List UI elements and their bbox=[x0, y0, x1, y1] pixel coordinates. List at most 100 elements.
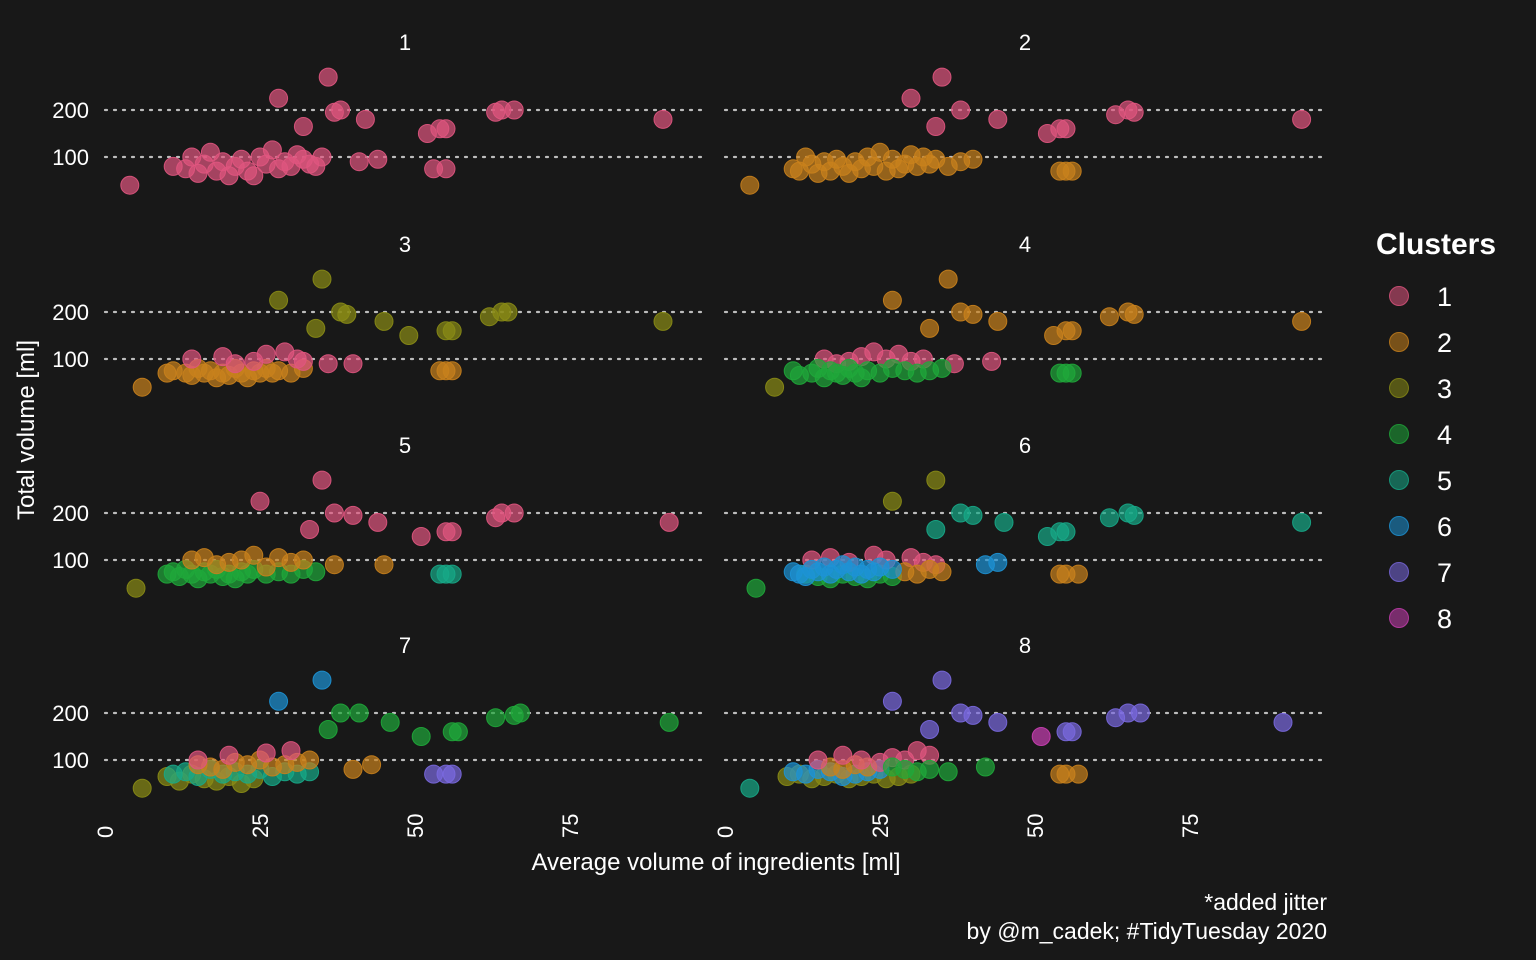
data-point bbox=[963, 505, 983, 525]
x-tick-label: 0 bbox=[93, 826, 118, 838]
data-point bbox=[442, 764, 462, 784]
legend-swatch bbox=[1389, 608, 1409, 628]
facet-panel-7: 7 100 200 bbox=[52, 633, 707, 798]
data-point bbox=[486, 708, 506, 728]
data-point bbox=[355, 109, 375, 129]
caption-jitter: *added jitter bbox=[1204, 889, 1327, 915]
facet-panel-3: 3 100 200 bbox=[52, 232, 707, 397]
legend-swatch bbox=[1389, 470, 1409, 490]
y-tick-label: 200 bbox=[52, 501, 89, 526]
facet-panel-4: 4 bbox=[723, 232, 1327, 397]
data-point bbox=[269, 88, 289, 108]
y-tick-label: 200 bbox=[52, 300, 89, 325]
data-point bbox=[331, 100, 351, 120]
data-point bbox=[182, 349, 202, 369]
data-point bbox=[926, 470, 946, 490]
data-point bbox=[219, 745, 239, 765]
data-point bbox=[1124, 102, 1144, 122]
data-point bbox=[300, 520, 320, 539]
data-point bbox=[833, 745, 853, 765]
data-point bbox=[932, 67, 952, 87]
data-point bbox=[436, 159, 456, 179]
legend-items: 1 2 3 4 5 6 7 8 bbox=[1389, 282, 1452, 634]
legend-swatch bbox=[1389, 286, 1409, 306]
data-point bbox=[362, 755, 382, 775]
data-point bbox=[808, 750, 828, 770]
data-point bbox=[653, 311, 673, 331]
data-point bbox=[442, 361, 462, 381]
data-point bbox=[442, 564, 462, 584]
data-point bbox=[1292, 109, 1312, 129]
data-point bbox=[740, 778, 760, 798]
data-point bbox=[1068, 564, 1088, 584]
data-point bbox=[374, 311, 394, 331]
x-tick-label: 75 bbox=[558, 814, 583, 838]
data-point bbox=[1031, 727, 1051, 746]
data-point bbox=[988, 552, 1008, 572]
data-point bbox=[269, 290, 289, 310]
x-tick-label: 25 bbox=[868, 814, 893, 838]
legend-label: 3 bbox=[1437, 374, 1452, 404]
data-point bbox=[374, 555, 394, 575]
data-point bbox=[882, 691, 902, 711]
data-point bbox=[244, 545, 264, 565]
legend-swatch bbox=[1389, 378, 1409, 398]
legend-label: 2 bbox=[1437, 328, 1452, 358]
data-point bbox=[498, 302, 518, 322]
data-point bbox=[343, 759, 363, 779]
data-point bbox=[659, 512, 679, 532]
legend-label: 5 bbox=[1437, 466, 1452, 496]
legend-item-5: 5 bbox=[1389, 466, 1452, 496]
data-point bbox=[411, 727, 431, 746]
data-point bbox=[920, 720, 940, 739]
data-point bbox=[250, 491, 270, 511]
y-tick-label: 100 bbox=[52, 145, 89, 170]
legend-title: Clusters bbox=[1376, 228, 1496, 261]
data-point bbox=[1068, 764, 1088, 784]
legend: Clusters 1 2 3 4 5 6 7 8 bbox=[1376, 228, 1496, 634]
panel-title: 6 bbox=[1019, 433, 1031, 458]
data-point bbox=[1062, 161, 1082, 181]
data-point bbox=[882, 559, 902, 579]
data-point bbox=[932, 358, 952, 378]
data-point bbox=[920, 318, 940, 338]
data-point bbox=[442, 522, 462, 542]
data-point bbox=[120, 175, 140, 195]
data-point bbox=[920, 759, 940, 779]
y-tick-label: 100 bbox=[52, 347, 89, 372]
data-point bbox=[132, 778, 152, 798]
facet-panel-5: 5 100 200 bbox=[52, 433, 707, 598]
data-point bbox=[312, 670, 332, 690]
legend-item-1: 1 bbox=[1389, 282, 1452, 312]
legend-item-4: 4 bbox=[1389, 420, 1452, 450]
panel-title: 7 bbox=[399, 633, 411, 658]
data-point bbox=[882, 491, 902, 511]
data-point bbox=[1099, 508, 1119, 528]
data-point bbox=[312, 269, 332, 289]
y-tick-label: 100 bbox=[52, 548, 89, 573]
panel-title: 4 bbox=[1019, 232, 1031, 257]
data-point bbox=[975, 757, 995, 777]
panel-title: 2 bbox=[1019, 30, 1031, 55]
legend-swatch bbox=[1389, 516, 1409, 536]
data-point bbox=[988, 311, 1008, 331]
facet-panels: 1 100 200 2 3 100 200 4 5 100 200 6 7 100 200 8 bbox=[52, 30, 1327, 798]
data-point bbox=[318, 67, 338, 87]
legend-swatch bbox=[1389, 332, 1409, 352]
data-point bbox=[293, 550, 313, 570]
data-point bbox=[740, 175, 760, 195]
data-point bbox=[963, 304, 983, 324]
legend-item-7: 7 bbox=[1389, 558, 1452, 588]
data-point bbox=[399, 326, 419, 345]
data-point bbox=[1056, 119, 1076, 139]
data-point bbox=[318, 354, 338, 374]
y-tick-label: 200 bbox=[52, 701, 89, 726]
data-point bbox=[1124, 304, 1144, 324]
facet-panel-6: 6 bbox=[723, 433, 1327, 598]
data-point bbox=[851, 750, 871, 770]
data-point bbox=[1062, 722, 1082, 742]
legend-label: 8 bbox=[1437, 604, 1452, 634]
data-point bbox=[504, 100, 524, 120]
axes: 0 25 50 75 0 25 50 75 bbox=[93, 814, 1203, 838]
